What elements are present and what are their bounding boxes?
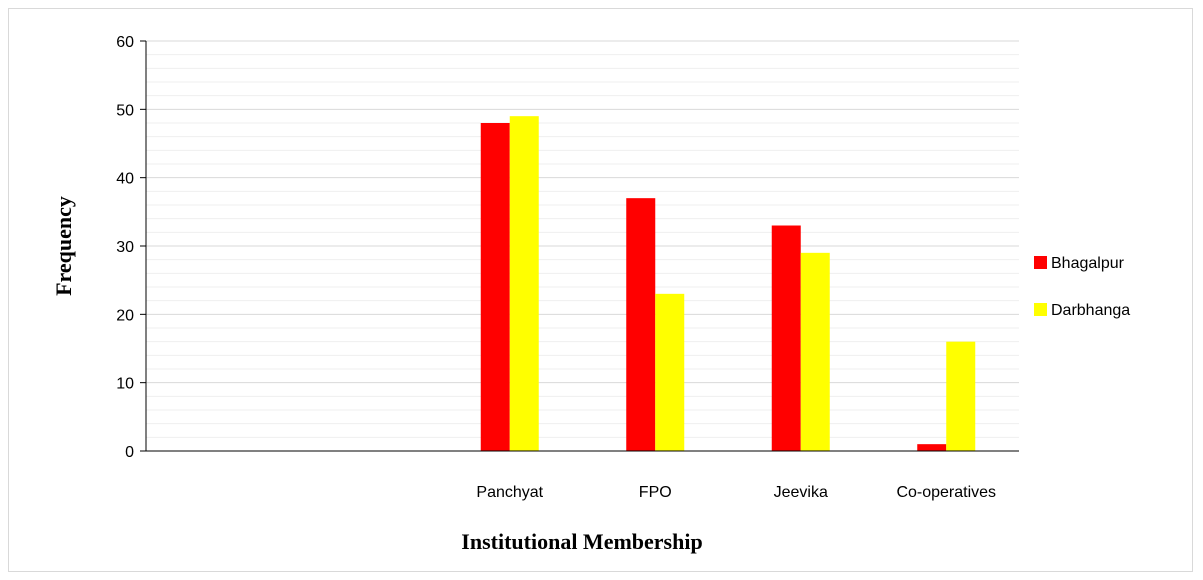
- x-axis-title: Institutional Membership: [461, 529, 702, 554]
- y-tick-label: 0: [125, 444, 134, 461]
- y-tick-label: 50: [116, 102, 134, 119]
- legend: Bhagalpur Darbhanga: [1034, 255, 1130, 319]
- x-tick-label: FPO: [639, 484, 672, 501]
- bar-darbhanga-panchyat: [509, 116, 539, 452]
- bar-bhagalpur-co-operatives: [917, 444, 947, 451]
- legend-swatch: [1034, 303, 1047, 316]
- chart-frame: [8, 8, 1193, 572]
- y-tick-label: 20: [116, 307, 134, 324]
- y-tick-label: 40: [116, 171, 134, 188]
- y-axis-title: Frequency: [51, 196, 76, 296]
- legend-swatch: [1034, 256, 1047, 269]
- bars: [480, 116, 976, 452]
- y-tick-label: 60: [116, 34, 134, 51]
- x-tick-label: Panchyat: [476, 484, 543, 501]
- legend-label: Bhagalpur: [1051, 255, 1125, 272]
- bar-darbhanga-fpo: [655, 293, 685, 451]
- bar-darbhanga-jeevika: [800, 252, 830, 451]
- y-tick-labels: 0 10 20 30 40 50 60: [116, 34, 134, 461]
- y-tick-label: 30: [116, 239, 134, 256]
- x-tick-label: Jeevika: [774, 484, 828, 501]
- legend-label: Darbhanga: [1051, 302, 1130, 319]
- x-tick-label: Co-operatives: [896, 484, 996, 501]
- bar-bhagalpur-fpo: [626, 198, 656, 451]
- bar-darbhanga-co-operatives: [946, 341, 976, 451]
- axes: [140, 40, 1019, 452]
- bar-bhagalpur-panchyat: [480, 123, 510, 451]
- x-tick-labels: Panchyat FPO Jeevika Co-operatives: [476, 484, 996, 501]
- bar-bhagalpur-jeevika: [771, 225, 801, 451]
- gridlines: [146, 40, 1019, 438]
- y-tick-label: 10: [116, 376, 134, 393]
